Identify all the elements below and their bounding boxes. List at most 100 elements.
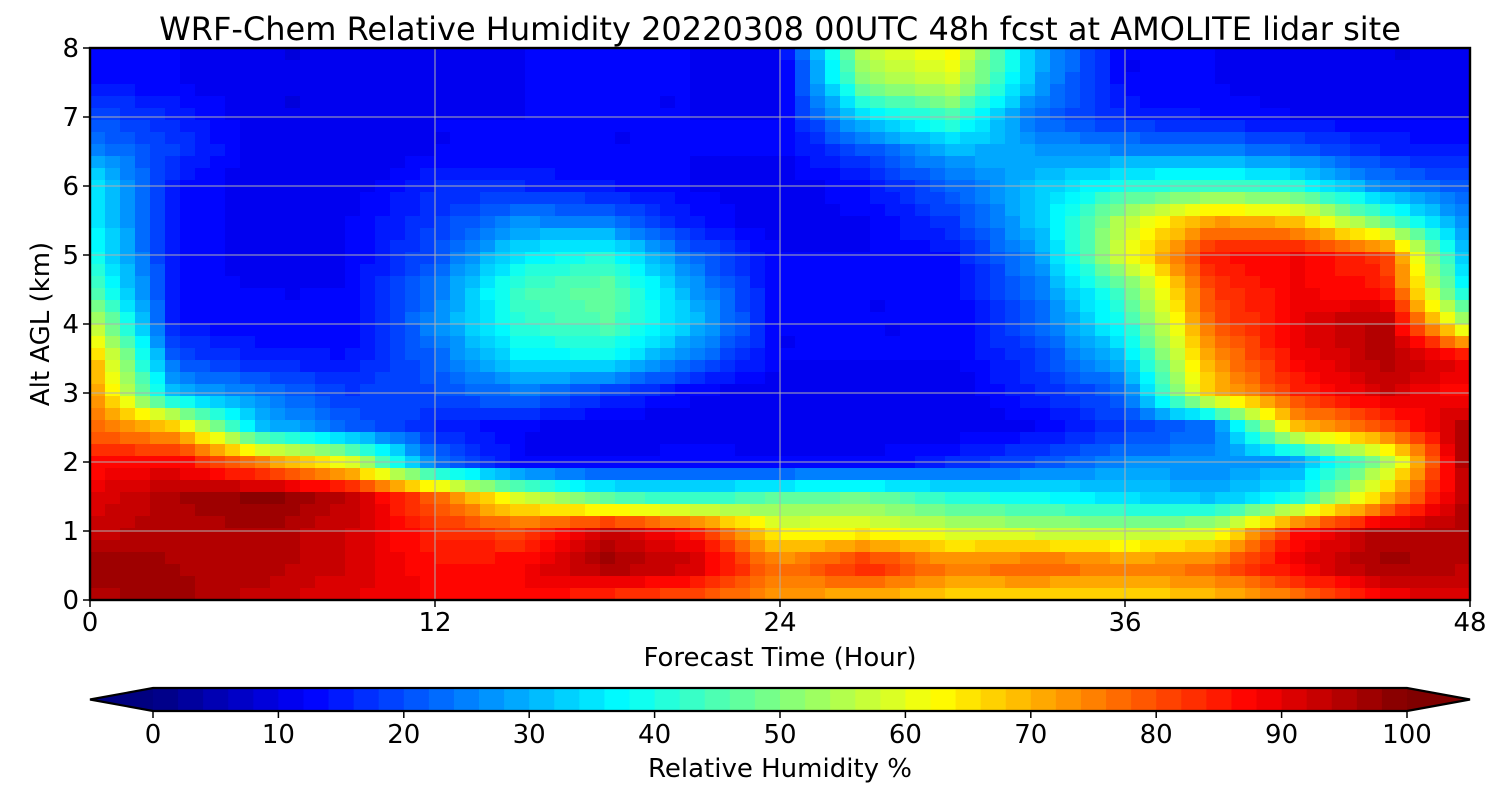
heat-cell bbox=[255, 204, 271, 217]
heat-cell bbox=[450, 168, 466, 181]
heat-cell bbox=[495, 336, 511, 349]
heat-cell bbox=[600, 420, 616, 433]
heat-cell bbox=[165, 60, 181, 73]
heat-cell bbox=[1095, 300, 1111, 313]
heat-cell bbox=[1335, 552, 1351, 565]
heat-cell bbox=[960, 420, 976, 433]
heat-cell bbox=[105, 216, 121, 229]
heat-cell bbox=[525, 408, 541, 421]
heat-cell bbox=[540, 240, 556, 253]
heat-cell bbox=[1230, 228, 1246, 241]
heat-cell bbox=[1410, 564, 1426, 577]
colorbar-tick-label: 20 bbox=[387, 720, 420, 750]
heat-cell bbox=[1050, 420, 1066, 433]
heat-cell bbox=[195, 540, 211, 553]
heat-cell bbox=[1005, 336, 1021, 349]
heat-cell bbox=[105, 384, 121, 397]
heat-cell bbox=[105, 588, 121, 600]
heat-cell bbox=[390, 564, 406, 577]
heat-cell bbox=[810, 564, 826, 577]
heat-cell bbox=[165, 108, 181, 121]
heat-cell bbox=[90, 360, 106, 373]
colorbar-level bbox=[704, 688, 731, 711]
heat-cell bbox=[1035, 156, 1051, 169]
heat-cell bbox=[225, 120, 241, 133]
heat-cell bbox=[1320, 348, 1336, 361]
heat-cell bbox=[1200, 468, 1216, 481]
heat-cell bbox=[1155, 288, 1171, 301]
heat-cell bbox=[390, 444, 406, 457]
heat-cell bbox=[630, 228, 646, 241]
heat-cell bbox=[675, 432, 691, 445]
heat-cell bbox=[510, 564, 526, 577]
heat-cell bbox=[1050, 324, 1066, 337]
heat-cell bbox=[1320, 432, 1336, 445]
heat-cell bbox=[855, 144, 871, 157]
heat-cell bbox=[1080, 144, 1096, 157]
heat-cell bbox=[1140, 216, 1156, 229]
heat-cell bbox=[1395, 384, 1411, 397]
heat-cell bbox=[375, 228, 391, 241]
heat-cell bbox=[210, 324, 226, 337]
heat-cell bbox=[345, 528, 361, 541]
heat-cell bbox=[1275, 108, 1291, 121]
heat-cell bbox=[840, 108, 856, 121]
heat-cell bbox=[90, 408, 106, 421]
heat-cell bbox=[795, 60, 811, 73]
heat-cell bbox=[1335, 480, 1351, 493]
heat-cell bbox=[600, 144, 616, 157]
heat-cell bbox=[1305, 432, 1321, 445]
heat-cell bbox=[705, 504, 721, 517]
heat-cell bbox=[915, 408, 931, 421]
heat-cell bbox=[1185, 420, 1201, 433]
heat-cell bbox=[1020, 360, 1036, 373]
heat-cell bbox=[1320, 144, 1336, 157]
colorbar-level bbox=[980, 688, 1007, 711]
heat-cell bbox=[1110, 564, 1126, 577]
heat-cell bbox=[1215, 312, 1231, 325]
heat-cell bbox=[1425, 192, 1441, 205]
heat-cell bbox=[285, 552, 301, 565]
heat-cell bbox=[1185, 552, 1201, 565]
heat-cell bbox=[765, 48, 781, 61]
heat-cell bbox=[1050, 312, 1066, 325]
heat-cell bbox=[1050, 408, 1066, 421]
heat-cell bbox=[585, 504, 601, 517]
heat-cell bbox=[990, 276, 1006, 289]
heat-cell bbox=[765, 396, 781, 409]
heat-cell bbox=[345, 300, 361, 313]
heat-cell bbox=[540, 276, 556, 289]
heat-cell bbox=[690, 132, 706, 145]
heat-cell bbox=[825, 192, 841, 205]
colorbar-level bbox=[1281, 688, 1308, 711]
heat-cell bbox=[480, 96, 496, 109]
heat-cell bbox=[675, 360, 691, 373]
heat-cell bbox=[750, 120, 766, 133]
heat-cell bbox=[255, 264, 271, 277]
heat-cell bbox=[135, 540, 151, 553]
heat-cell bbox=[705, 132, 721, 145]
heat-cell bbox=[1005, 132, 1021, 145]
heat-cell bbox=[1230, 144, 1246, 157]
heat-cell bbox=[1365, 480, 1381, 493]
heat-cell bbox=[1455, 360, 1470, 373]
heat-cell bbox=[1380, 336, 1396, 349]
heat-cell bbox=[1185, 444, 1201, 457]
heat-cell bbox=[885, 72, 901, 85]
heat-cell bbox=[105, 276, 121, 289]
heat-cell bbox=[795, 444, 811, 457]
heat-cell bbox=[1305, 360, 1321, 373]
heat-cell bbox=[600, 60, 616, 73]
heat-cell bbox=[960, 288, 976, 301]
y-tick-label: 8 bbox=[62, 34, 79, 64]
heat-cell bbox=[315, 576, 331, 589]
heat-cell bbox=[1020, 516, 1036, 529]
heat-cell bbox=[1335, 336, 1351, 349]
heat-cell bbox=[750, 576, 766, 589]
heat-cell bbox=[195, 228, 211, 241]
heat-cell bbox=[1410, 540, 1426, 553]
heat-cell bbox=[675, 444, 691, 457]
heat-cell bbox=[555, 372, 571, 385]
heat-cell bbox=[1290, 468, 1306, 481]
heat-cell bbox=[1140, 108, 1156, 121]
